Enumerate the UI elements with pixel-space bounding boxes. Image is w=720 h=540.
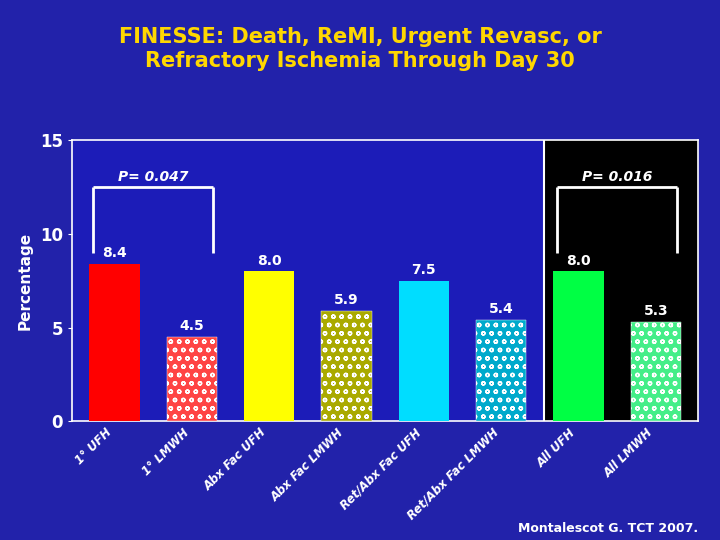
Bar xyxy=(321,310,372,421)
Text: 5.3: 5.3 xyxy=(644,304,668,318)
Text: 5.4: 5.4 xyxy=(489,302,513,316)
Bar xyxy=(167,337,217,421)
Text: 7.5: 7.5 xyxy=(412,263,436,277)
Bar xyxy=(544,140,720,421)
Y-axis label: Percentage: Percentage xyxy=(18,232,33,330)
Bar xyxy=(476,320,526,421)
Text: P= 0.016: P= 0.016 xyxy=(582,171,652,184)
Bar xyxy=(631,322,681,421)
Text: 8.0: 8.0 xyxy=(257,254,282,268)
Bar xyxy=(631,322,681,421)
Text: 8.0: 8.0 xyxy=(566,254,591,268)
Text: 4.5: 4.5 xyxy=(179,319,204,333)
Bar xyxy=(399,281,449,421)
Text: 5.9: 5.9 xyxy=(334,293,359,307)
Text: Montalescot G. TCT 2007.: Montalescot G. TCT 2007. xyxy=(518,522,698,535)
Text: P= 0.047: P= 0.047 xyxy=(118,171,189,184)
Bar xyxy=(321,310,372,421)
Text: 8.4: 8.4 xyxy=(102,246,127,260)
Text: FINESSE: Death, ReMI, Urgent Revasc, or
Refractory Ischemia Through Day 30: FINESSE: Death, ReMI, Urgent Revasc, or … xyxy=(119,27,601,71)
Bar xyxy=(476,320,526,421)
Bar xyxy=(244,272,294,421)
Bar xyxy=(89,264,140,421)
Bar xyxy=(167,337,217,421)
Bar xyxy=(554,272,603,421)
